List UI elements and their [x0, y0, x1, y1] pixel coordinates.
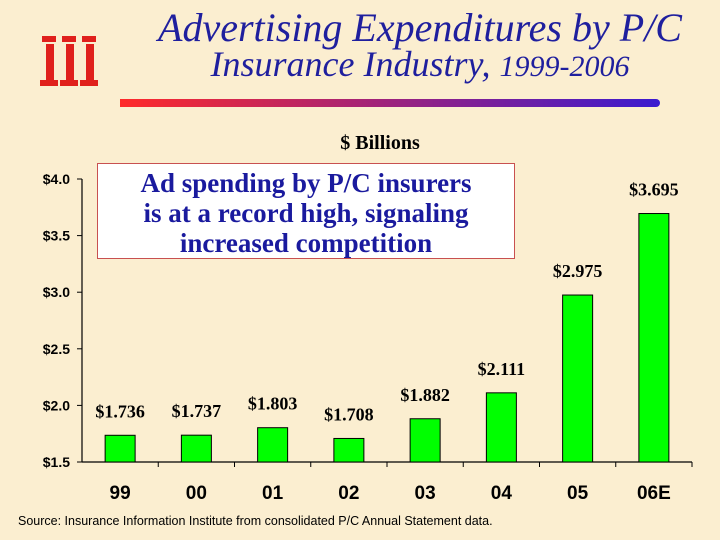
data-label: $1.882 [400, 385, 450, 405]
y-tick-label: $1.5 [43, 454, 70, 470]
x-tick-label: 06E [637, 483, 671, 504]
slide-title: Advertising Expenditures by P/C Insuranc… [120, 6, 720, 89]
chart-bars [104, 213, 670, 463]
x-tick-label: 03 [415, 483, 436, 504]
bar-02 [333, 437, 365, 463]
title-underline [120, 99, 660, 107]
bar-06E [638, 213, 670, 463]
source-note: Source: Insurance Information Institute … [18, 514, 493, 528]
x-tick-label: 99 [110, 483, 131, 504]
chart-labels: 99 $1.736 00 $1.737 01 $1.803 02 $1.708 03 $1.882… [95, 180, 678, 504]
callout-line-3: increased competition [179, 228, 433, 258]
y-tick-label: $4.0 [43, 171, 70, 187]
data-label: $1.708 [324, 404, 374, 424]
title-line-2: Insurance Industry, 1999-2006 [120, 42, 720, 89]
y-tick-label: $3.5 [43, 228, 70, 244]
unit-label: $ Billions [340, 132, 420, 154]
x-tick-label: 01 [262, 483, 284, 504]
callout-line-1: Ad spending by P/C insurers [140, 168, 472, 198]
y-tick-label: $2.0 [43, 397, 70, 413]
bar-03 [409, 418, 441, 463]
callout-box: Ad spending by P/C insurers is at a reco… [97, 163, 515, 259]
y-tick-label: $2.5 [43, 341, 70, 357]
data-label: $1.736 [95, 401, 145, 421]
data-label: $3.695 [629, 180, 679, 200]
title-line-2-text: Insurance Industry, [210, 44, 491, 84]
data-label: $1.803 [248, 394, 298, 414]
bar-05 [562, 294, 594, 463]
title-years: 1999-2006 [499, 50, 630, 83]
callout-line-2: is at a record high, signaling [143, 198, 469, 228]
data-label: $1.737 [172, 401, 222, 421]
x-tick-label: 05 [567, 483, 589, 504]
bar-00 [180, 434, 212, 463]
x-tick-label: 04 [491, 483, 513, 504]
bar-04 [485, 392, 517, 463]
data-label: $2.975 [553, 261, 603, 281]
bar-99 [104, 434, 136, 463]
iii-logo-icon [40, 36, 98, 86]
x-tick-label: 00 [186, 483, 207, 504]
title-line-1: Advertising Expenditures by P/C [158, 5, 682, 50]
bar-01 [257, 427, 289, 463]
x-tick-label: 02 [338, 483, 359, 504]
y-tick-label: $3.0 [43, 284, 70, 300]
data-label: $2.111 [478, 359, 526, 379]
chart-axes: $1.5 $2.0 $2.5 $3.0 $3.5 $4.0 [43, 171, 693, 470]
